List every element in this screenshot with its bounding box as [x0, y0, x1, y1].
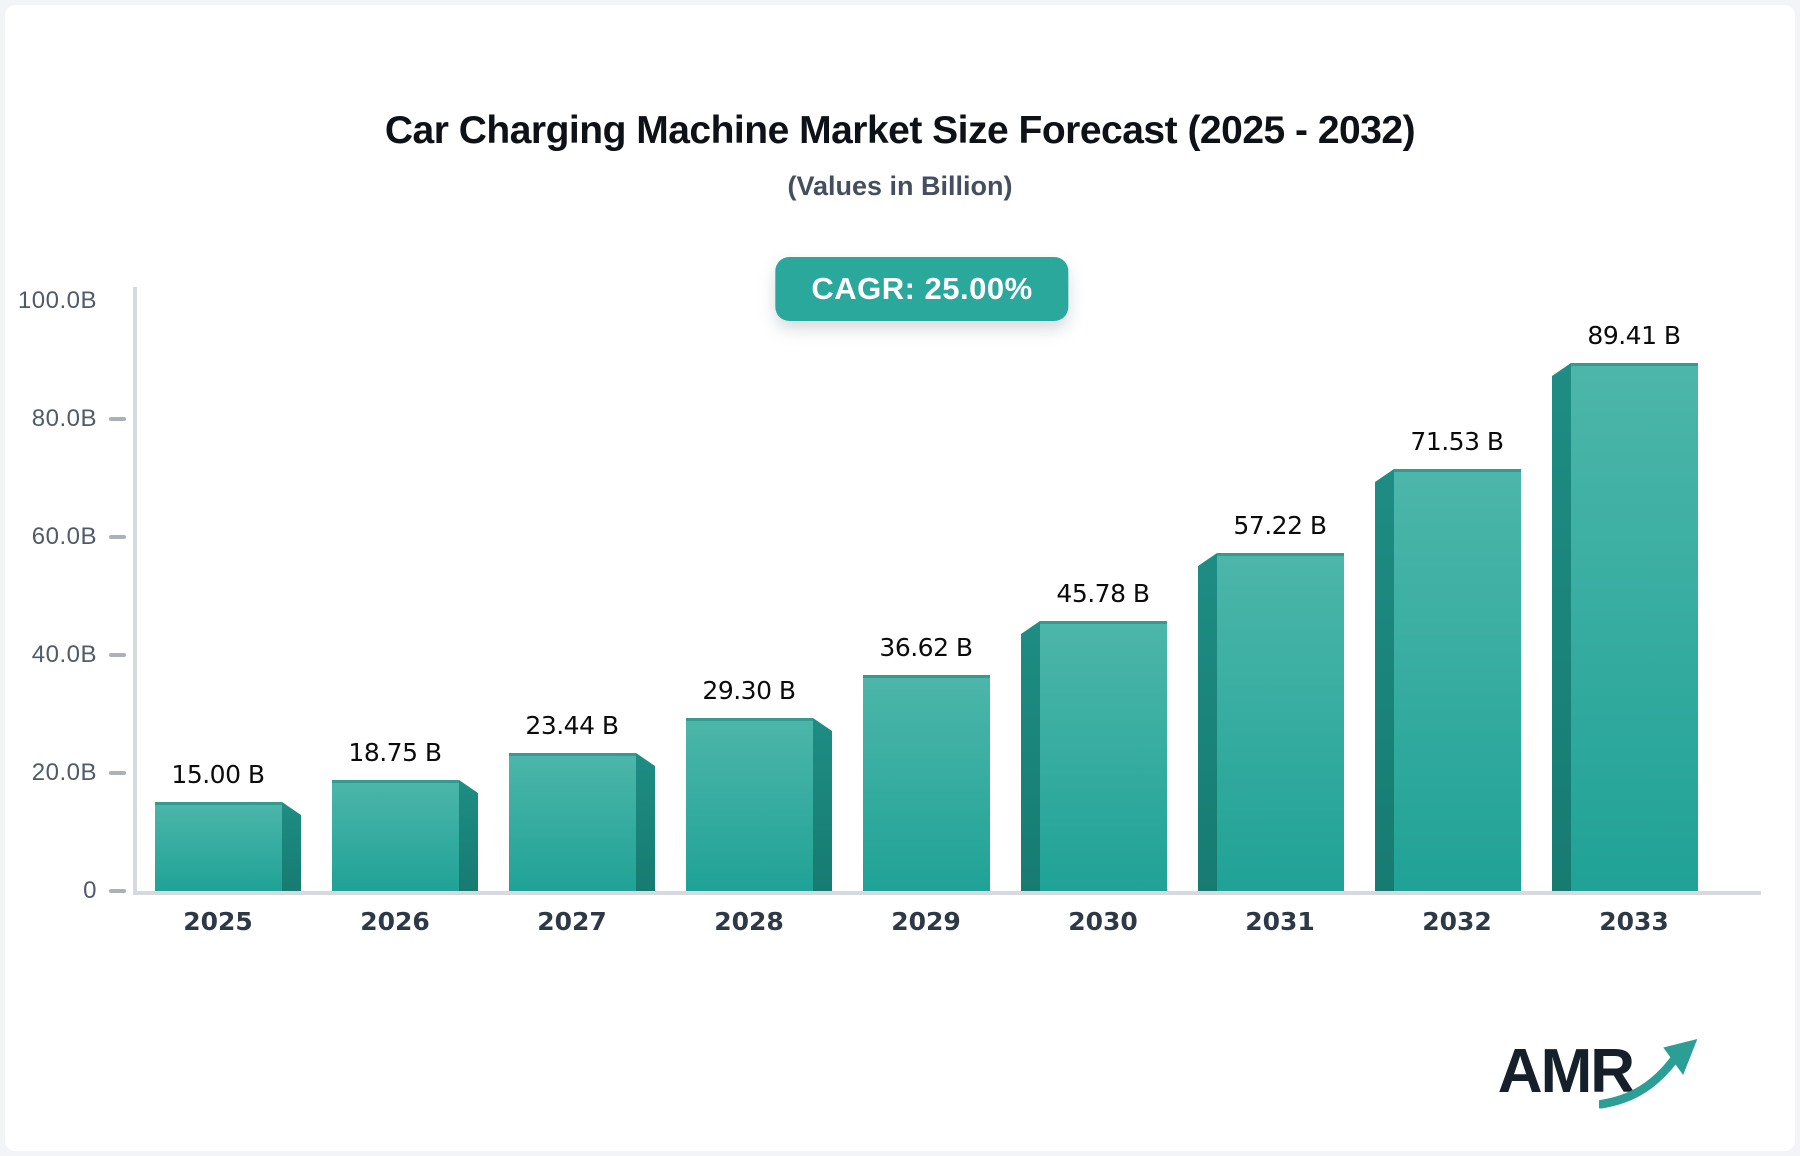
bar-value-label: 29.30 B: [702, 676, 796, 705]
x-axis-year-label: 2025: [183, 907, 253, 936]
y-axis-tick-mark: [109, 535, 126, 539]
y-axis-tick-label: 100.0B: [17, 287, 97, 314]
bar: [1217, 553, 1344, 891]
growth-arrow-icon: [1599, 1039, 1698, 1109]
bar: [332, 780, 459, 891]
bar: [1040, 621, 1167, 891]
y-axis-tick-label: 20.0B: [31, 759, 97, 786]
amr-logo: AMR: [1497, 1035, 1703, 1109]
x-axis-year-label: 2033: [1599, 907, 1669, 936]
bar-3d-side: [1021, 621, 1040, 891]
cagr-badge: CAGR: 25.00%: [775, 257, 1069, 321]
bar: [686, 718, 813, 891]
amr-logo-text: AMR: [1497, 1037, 1635, 1106]
bar-value-label: 23.44 B: [525, 711, 619, 740]
bar-3d-side: [1198, 553, 1217, 891]
x-axis-year-label: 2032: [1422, 907, 1492, 936]
y-axis-tick-mark: [109, 771, 126, 775]
x-axis-year-label: 2027: [537, 907, 607, 936]
x-axis-year-label: 2029: [891, 907, 961, 936]
y-axis-tick-label: 0: [83, 877, 97, 904]
bar-3d-side: [459, 780, 478, 891]
bar-3d-side: [282, 802, 301, 891]
bar-value-label: 36.62 B: [879, 633, 973, 662]
bar-3d-side: [1375, 469, 1394, 891]
bar-3d-side: [636, 753, 655, 891]
bar-value-label: 57.22 B: [1233, 511, 1327, 540]
chart-subtitle: (Values in Billion): [787, 171, 1013, 201]
bar: [1571, 363, 1698, 891]
bar-chart-plot: 100.0B 80.0B 60.0B 40.0B 20.0B 0 15.00 B 2025 18…: [5, 5, 1795, 1151]
x-axis-year-label: 2031: [1245, 907, 1315, 936]
y-axis-tick-label: 40.0B: [31, 641, 97, 668]
y-axis-line: [133, 287, 137, 895]
bar: [1394, 469, 1521, 891]
x-axis-year-label: 2026: [360, 907, 430, 936]
bar-3d-side: [813, 718, 832, 891]
x-axis-line: [133, 891, 1761, 895]
bar-value-label: 15.00 B: [171, 760, 265, 789]
y-axis-tick-label: 80.0B: [31, 405, 97, 432]
y-axis-tick-mark: [109, 417, 126, 421]
y-axis-tick-label: 60.0B: [31, 523, 97, 550]
bar-value-label: 18.75 B: [348, 738, 442, 767]
y-axis-tick-mark: [109, 653, 126, 657]
chart-title: Car Charging Machine Market Size Forecas…: [384, 109, 1416, 152]
bar: [863, 675, 990, 891]
bar-3d-side: [1552, 363, 1571, 891]
bar: [509, 753, 636, 891]
y-axis-tick-mark: [109, 889, 126, 893]
bar-value-label: 89.41 B: [1587, 321, 1681, 350]
x-axis-year-label: 2030: [1068, 907, 1138, 936]
x-axis-year-label: 2028: [714, 907, 784, 936]
bar-value-label: 71.53 B: [1410, 427, 1504, 456]
bar-value-label: 45.78 B: [1056, 579, 1150, 608]
bar: [155, 802, 282, 891]
chart-card: Car Charging Machine Market Size Forecas…: [5, 5, 1795, 1151]
